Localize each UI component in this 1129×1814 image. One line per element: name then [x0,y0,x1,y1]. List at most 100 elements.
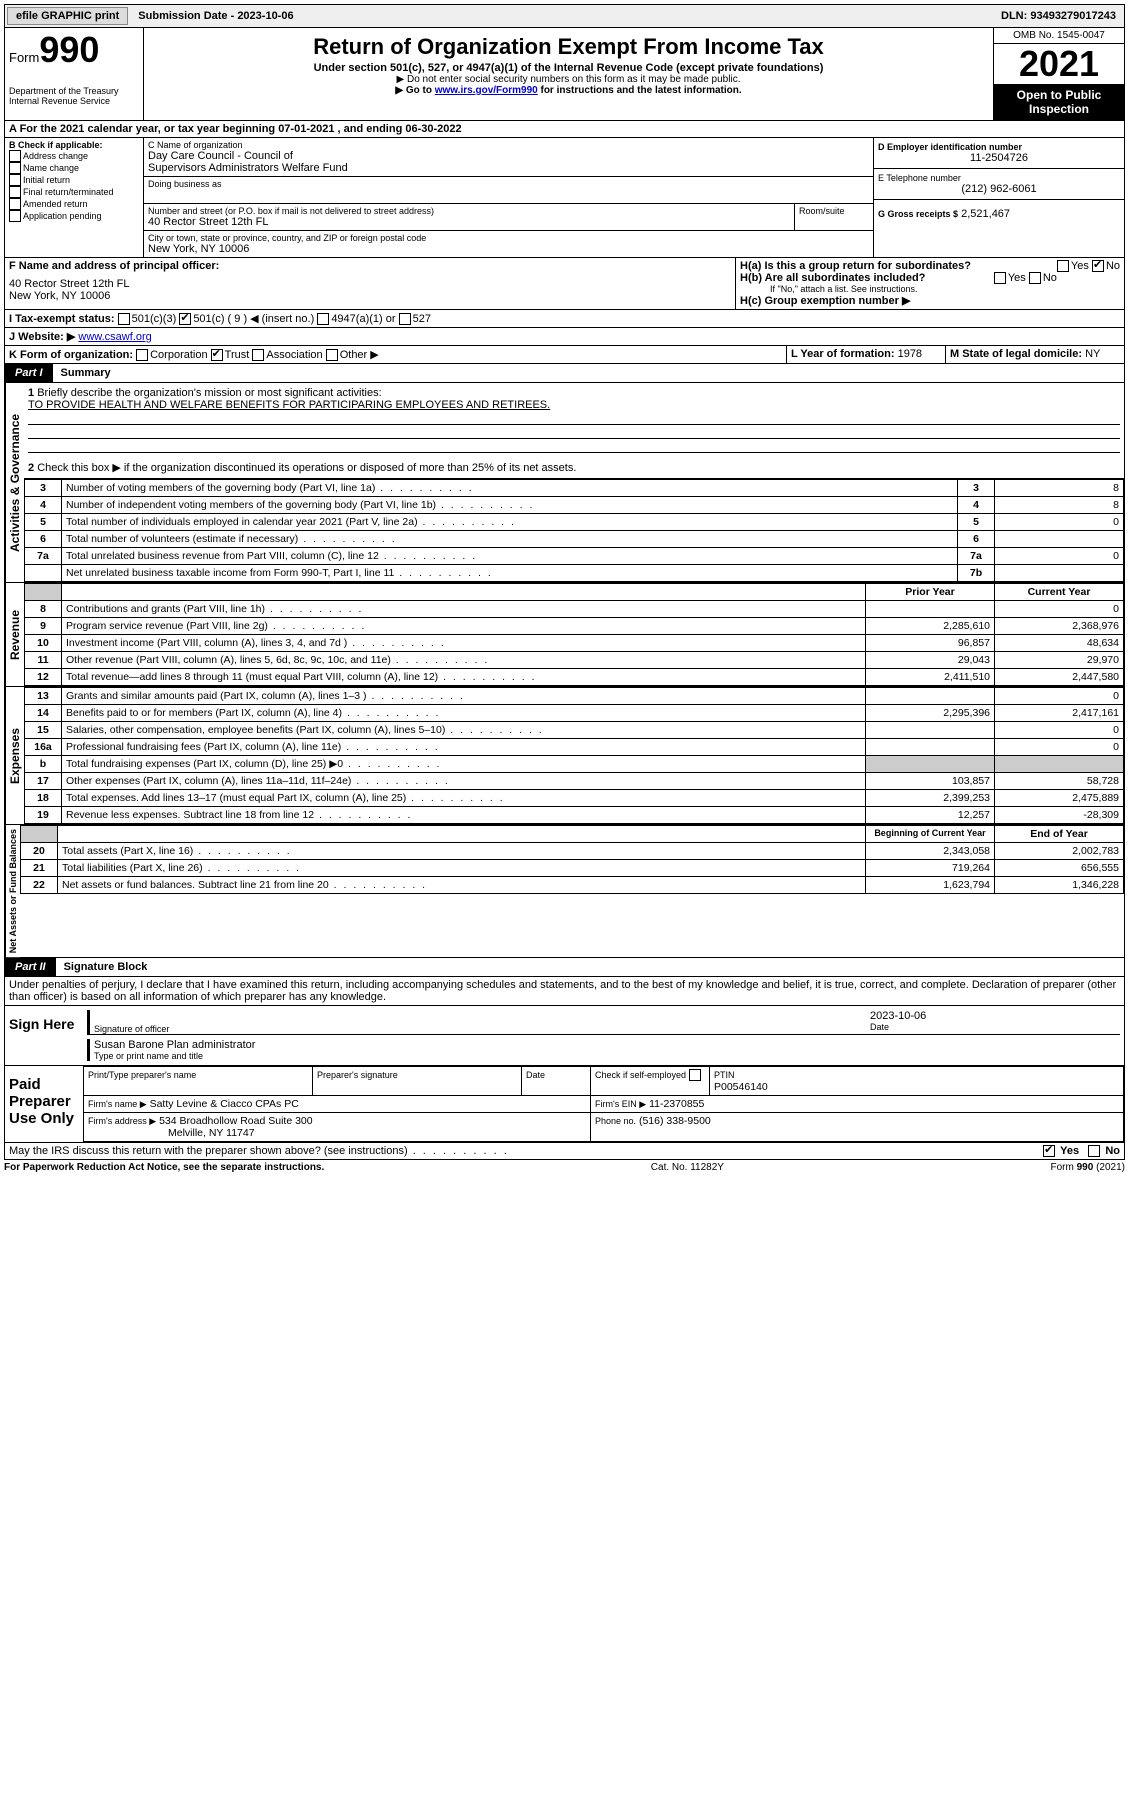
b-header: B Check if applicable: [9,140,139,150]
paid-preparer-label: Paid Preparer Use Only [5,1066,83,1142]
efile-print-button[interactable]: efile GRAPHIC print [7,7,128,25]
tab-revenue: Revenue [5,583,24,686]
website-row: J Website: ▶ www.csawf.org [4,328,1125,346]
firm-name: Satty Levine & Ciacco CPAs PC [150,1098,299,1110]
l-label: L Year of formation: [791,348,895,360]
chk-501c3[interactable] [118,313,130,325]
d-ein-value: 11-2504726 [878,152,1120,164]
ptin-value: P00546140 [714,1081,768,1093]
irs-form990-link[interactable]: www.irs.gov/Form990 [435,85,538,96]
f-label: F Name and address of principal officer: [9,260,731,272]
form-word: Form [9,50,39,65]
governance-table: 3Number of voting members of the governi… [24,479,1124,582]
open-to-public: Open to Public Inspection [994,84,1124,120]
sig-officer-label: Signature of officer [94,1024,866,1034]
firm-addr2: Melville, NY 11747 [88,1127,255,1139]
chk-amended[interactable]: Amended return [9,198,139,210]
chk-corp[interactable] [136,349,148,361]
j-label: J Website: ▶ [9,331,75,343]
form-footer: Form 990 (2021) [1051,1162,1125,1173]
firm-phone: (516) 338-9500 [639,1115,711,1127]
m-label: M State of legal domicile: [950,348,1082,360]
hb-yes[interactable] [994,272,1006,284]
e-phone-label: E Telephone number [878,173,1120,183]
dba-label: Doing business as [148,179,869,189]
officer-name-label: Type or print name and title [94,1051,1120,1061]
officer-addr1: 40 Rector Street 12th FL [9,278,731,290]
officer-name: Susan Barone Plan administrator [94,1039,1120,1051]
hb-label: H(b) Are all subordinates included? [740,272,925,284]
i-label: I Tax-exempt status: [9,313,115,325]
chk-assoc[interactable] [252,349,264,361]
officer-addr2: New York, NY 10006 [9,290,731,302]
perjury-declaration: Under penalties of perjury, I declare th… [4,977,1125,1006]
preparer-table: Print/Type preparer's name Preparer's si… [83,1066,1124,1142]
discuss-no[interactable] [1088,1145,1100,1157]
top-toolbar: efile GRAPHIC print Submission Date - 20… [4,4,1125,28]
org-name-1: Day Care Council - Council of [148,150,869,162]
chk-app-pending[interactable]: Application pending [9,210,139,222]
may-discuss: May the IRS discuss this return with the… [9,1145,1043,1157]
entity-block: B Check if applicable: Address change Na… [4,138,1125,258]
chk-name-change[interactable]: Name change [9,162,139,174]
ssn-note: ▶ Do not enter social security numbers o… [148,74,989,85]
d-ein-label: D Employer identification number [878,142,1120,152]
hc-label: H(c) Group exemption number ▶ [740,294,1120,307]
addr-label: Number and street (or P.O. box if mail i… [148,206,790,216]
submission-date: Submission Date - 2023-10-06 [132,8,299,24]
ha-label: H(a) Is this a group return for subordin… [740,260,971,272]
q1-label: Briefly describe the organization's miss… [37,387,381,399]
tax-exempt-row: I Tax-exempt status: 501(c)(3) 501(c) ( … [4,310,1125,328]
sig-date: 2023-10-06 [870,1010,1120,1022]
chk-final-return[interactable]: Final return/terminated [9,186,139,198]
pra-notice: For Paperwork Reduction Act Notice, see … [4,1162,324,1173]
omb-number: OMB No. 1545-0047 [994,28,1124,44]
tab-expenses: Expenses [5,687,24,824]
part2-header: Part II Signature Block [4,958,1125,977]
dept-treasury: Department of the Treasury [9,86,139,96]
revenue-table: Prior YearCurrent Year8Contributions and… [24,583,1124,686]
g-gross-label: G Gross receipts $ [878,209,958,219]
tax-year: 2021 [994,44,1124,84]
tab-governance: Activities & Governance [5,383,24,582]
date-label: Date [870,1022,1120,1032]
c-name-label: C Name of organization [148,140,869,150]
room-label: Room/suite [795,204,873,230]
k-label: K Form of organization: [9,349,133,361]
ha-no[interactable] [1092,260,1104,272]
website-link[interactable]: www.csawf.org [78,331,151,343]
form-title: Return of Organization Exempt From Incom… [148,34,989,60]
officer-block: F Name and address of principal officer:… [4,258,1125,310]
form-number: 990 [39,29,99,70]
org-address: 40 Rector Street 12th FL [148,216,790,228]
l-value: 1978 [898,348,922,360]
sign-here-label: Sign Here [5,1006,83,1065]
klm-row: K Form of organization: Corporation Trus… [4,346,1125,364]
cat-no: Cat. No. 11282Y [651,1162,724,1173]
chk-other[interactable] [326,349,338,361]
line-a: A For the 2021 calendar year, or tax yea… [4,121,1125,138]
city-label: City or town, state or province, country… [148,233,869,243]
chk-4947[interactable] [317,313,329,325]
tab-net-assets: Net Assets or Fund Balances [5,825,20,957]
hb-no[interactable] [1029,272,1041,284]
chk-self-employed[interactable] [689,1069,701,1081]
discuss-yes[interactable] [1043,1145,1055,1157]
net-assets-table: Beginning of Current YearEnd of Year20To… [20,825,1124,894]
org-name-2: Supervisors Administrators Welfare Fund [148,162,869,174]
form-subtitle: Under section 501(c), 527, or 4947(a)(1)… [148,62,989,74]
m-value: NY [1085,348,1100,360]
expenses-table: 13Grants and similar amounts paid (Part … [24,687,1124,824]
q2-label: Check this box ▶ if the organization dis… [37,462,576,474]
chk-address-change[interactable]: Address change [9,150,139,162]
hb-note: If "No," attach a list. See instructions… [740,284,1120,294]
chk-initial-return[interactable]: Initial return [9,174,139,186]
chk-527[interactable] [399,313,411,325]
dln: DLN: 93493279017243 [995,8,1122,24]
part1-header: Part I Summary [4,364,1125,383]
irs-label: Internal Revenue Service [9,96,139,106]
ha-yes[interactable] [1057,260,1069,272]
chk-trust[interactable] [211,349,223,361]
chk-501c[interactable] [179,313,191,325]
g-gross-value: 2,521,467 [961,208,1010,220]
